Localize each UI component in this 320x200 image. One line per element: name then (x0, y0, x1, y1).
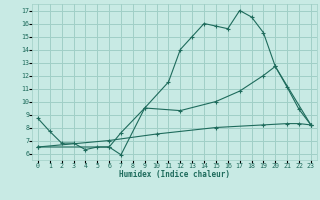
X-axis label: Humidex (Indice chaleur): Humidex (Indice chaleur) (119, 170, 230, 179)
